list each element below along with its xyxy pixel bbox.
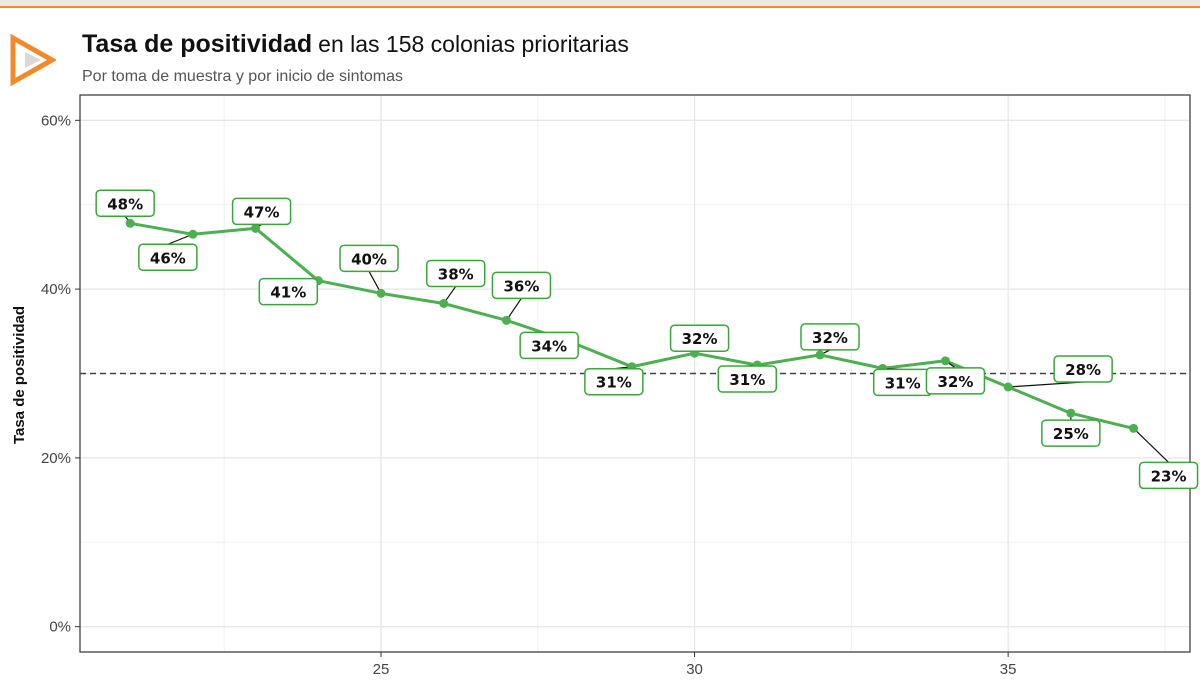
- data-label: 38%: [438, 265, 474, 283]
- data-label: 23%: [1151, 467, 1187, 485]
- chart-title-bold: Tasa de positividad: [82, 30, 313, 58]
- y-tick-label: 0%: [49, 619, 71, 636]
- x-tick-label: 35: [1000, 661, 1017, 678]
- data-label-box: [669, 324, 730, 352]
- data-label-box: [425, 259, 486, 288]
- y-axis-label: Tasa de positividad: [11, 306, 28, 444]
- data-label-box: [231, 197, 292, 226]
- data-label: 31%: [729, 371, 765, 389]
- play-arrow-logo-icon: [10, 34, 56, 86]
- data-label-box: [925, 367, 986, 395]
- data-label: 28%: [1065, 361, 1101, 379]
- data-point: [188, 229, 198, 239]
- data-label: 46%: [150, 249, 186, 267]
- top-accent-rule: [0, 6, 1200, 8]
- data-point: [125, 218, 135, 228]
- data-point: [1066, 408, 1076, 418]
- data-label: 47%: [244, 203, 280, 221]
- data-point: [251, 223, 261, 233]
- data-label: 40%: [351, 250, 387, 268]
- data-label: 32%: [937, 373, 973, 391]
- data-label-box: [138, 243, 198, 271]
- chart-title: Tasa de positividad en las 158 colonias p…: [82, 30, 629, 59]
- data-label: 32%: [812, 329, 848, 347]
- data-point: [1003, 382, 1013, 392]
- data-label: 31%: [885, 374, 921, 392]
- data-label-leader: [1008, 381, 1084, 388]
- data-label: 36%: [503, 277, 539, 295]
- data-label-box: [717, 365, 778, 393]
- data-label-box: [1138, 461, 1199, 490]
- x-tick-label: 30: [686, 661, 703, 678]
- data-label-box: [584, 367, 644, 396]
- data-label-box: [1041, 419, 1101, 447]
- chart-subtitle: Por toma de muestra y por inicio de sint…: [82, 68, 404, 85]
- data-point: [1129, 423, 1139, 433]
- data-label: 25%: [1053, 425, 1089, 443]
- data-point: [501, 315, 511, 325]
- data-label-leader: [1133, 427, 1169, 463]
- data-label-box: [800, 323, 860, 351]
- data-label: 31%: [596, 374, 632, 392]
- data-label-box: [339, 244, 399, 273]
- data-label: 32%: [682, 330, 718, 348]
- data-label-box: [519, 331, 579, 360]
- chart-title-rest: en las 158 colonias prioritarias: [318, 31, 629, 57]
- data-point: [940, 356, 950, 366]
- y-tick-label: 20%: [41, 450, 71, 467]
- x-tick-label: 25: [373, 661, 390, 678]
- data-label-box: [258, 277, 319, 306]
- data-point: [376, 288, 386, 298]
- data-point: [439, 298, 449, 308]
- data-label: 34%: [531, 337, 567, 355]
- y-tick-label: 60%: [41, 112, 71, 129]
- data-label-box: [95, 189, 155, 218]
- y-tick-label: 40%: [41, 281, 71, 298]
- top-band: [0, 0, 1200, 8]
- data-label: 41%: [270, 284, 306, 302]
- data-label-box: [1053, 355, 1113, 383]
- data-label: 48%: [107, 195, 143, 213]
- data-label-box: [491, 271, 552, 300]
- data-point: [815, 350, 825, 360]
